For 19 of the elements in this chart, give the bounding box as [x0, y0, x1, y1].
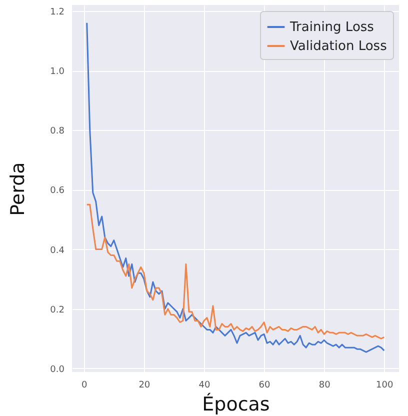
line-series: [86, 22, 385, 353]
x-tick-label: 60: [258, 380, 271, 390]
legend-label: Training Loss: [289, 20, 374, 35]
x-tick-label: 100: [376, 380, 394, 390]
x-tick-label: 20: [138, 380, 150, 390]
y-tick-label: 1.2: [50, 7, 64, 18]
x-tick-label: 40: [198, 380, 210, 390]
y-tick-label: 1.0: [50, 67, 65, 78]
x-axis-title: Épocas: [202, 392, 270, 416]
legend-label: Validation Loss: [290, 39, 388, 54]
y-tick-label: 0.6: [50, 186, 65, 196]
y-tick-label: 0.8: [50, 126, 65, 137]
x-tick-label: 80: [318, 380, 331, 390]
y-tick-label: 0.0: [50, 364, 65, 375]
y-tick-label: 0.2: [50, 305, 64, 316]
y-tick-label: 0.4: [50, 246, 65, 256]
x-tick-label: 0: [81, 380, 88, 390]
y-axis-title: Perda: [7, 162, 30, 216]
line-series: [86, 204, 385, 340]
